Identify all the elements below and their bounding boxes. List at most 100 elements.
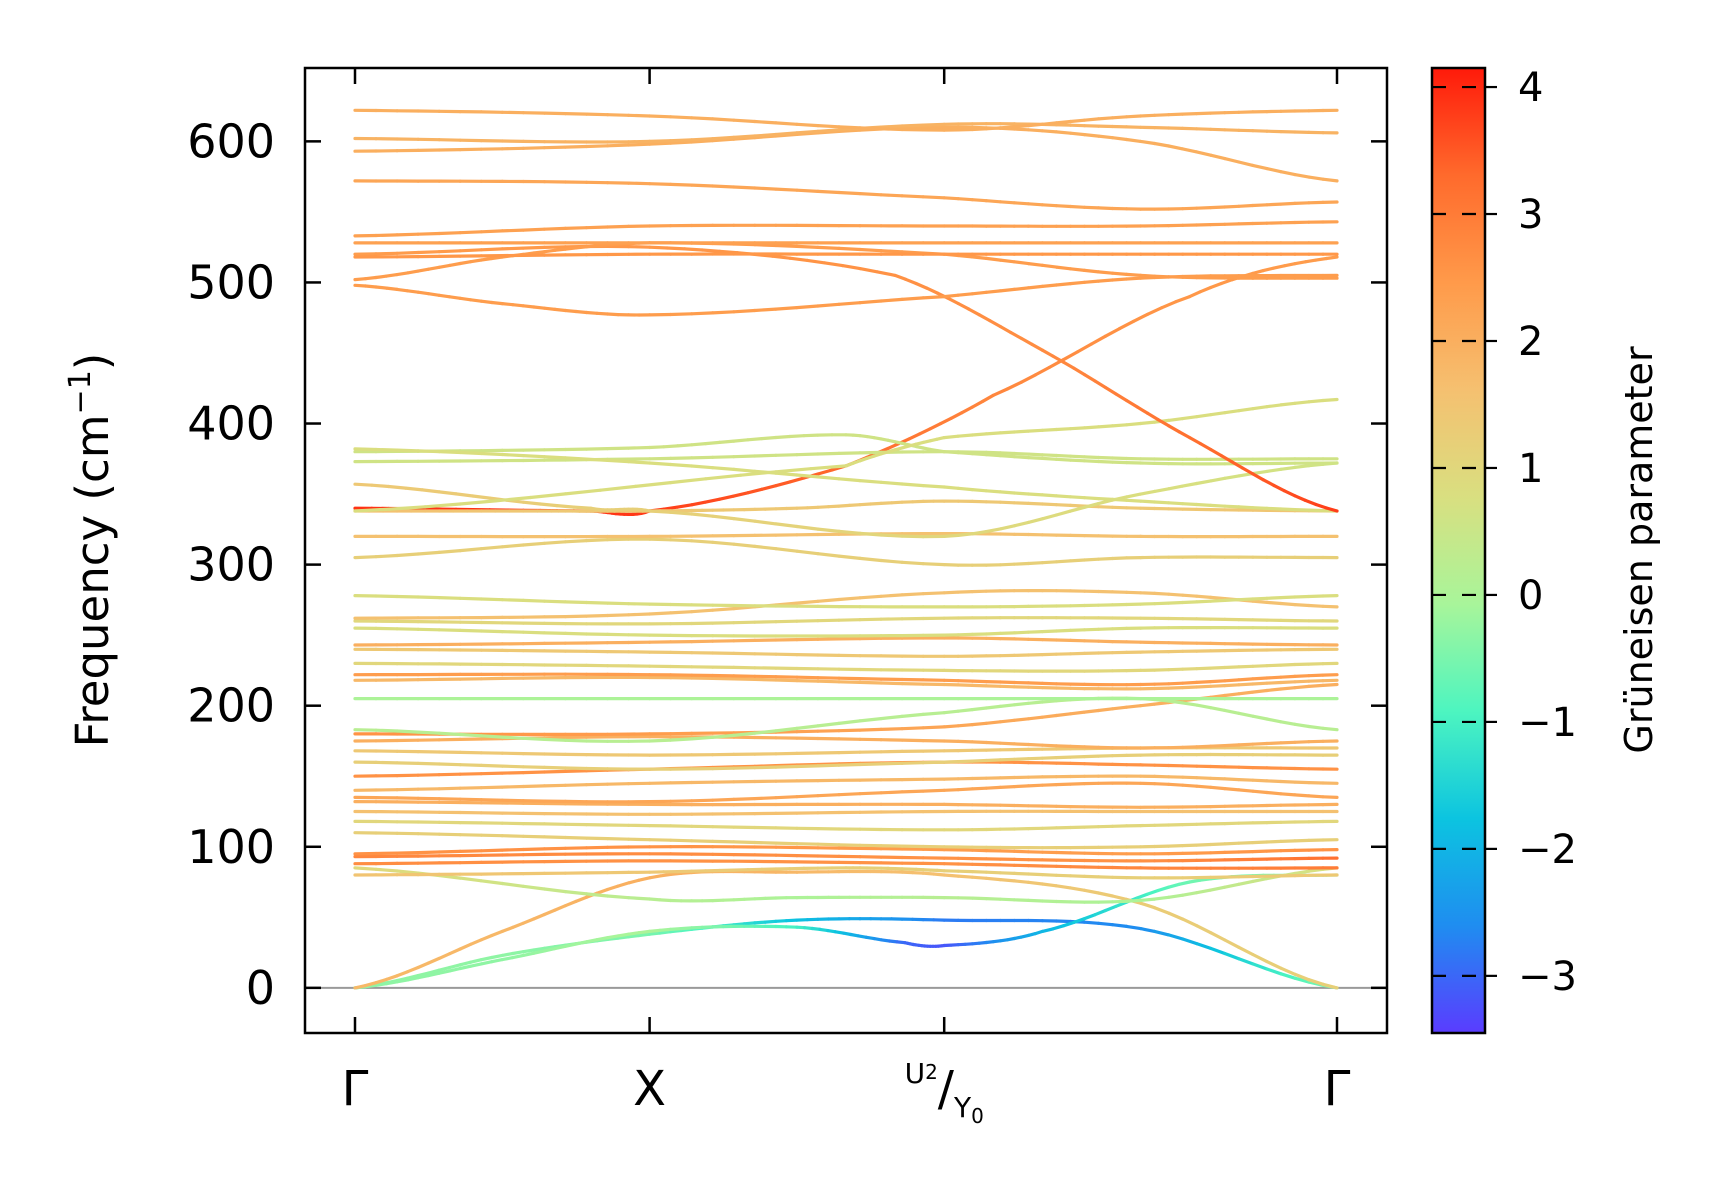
band-segment [679, 926, 694, 931]
band-segment [858, 247, 883, 253]
band-segment [956, 301, 971, 311]
band-segment [385, 273, 399, 278]
band-segment [1181, 843, 1199, 848]
band-segment [563, 769, 589, 774]
band-segment [889, 500, 904, 505]
band-segment [858, 502, 873, 507]
band-segment [1251, 472, 1265, 482]
band-segment [1124, 137, 1143, 143]
band-segment [795, 549, 820, 556]
band-segment [970, 529, 988, 536]
band-segment [988, 319, 1002, 329]
band-segment [374, 251, 399, 256]
band-segment [795, 619, 820, 623]
band-segment [956, 532, 974, 538]
band-segment [500, 302, 515, 307]
colorbar-label: Grüneisen parameter [1617, 346, 1661, 754]
band-segment [984, 199, 1002, 204]
band-segment [595, 887, 610, 895]
band-segment [1195, 150, 1213, 157]
band-segment [563, 783, 589, 787]
band-segment [1110, 115, 1129, 120]
band-segment [1324, 506, 1339, 513]
band-segment [647, 874, 662, 880]
band-segment [437, 548, 462, 555]
band-segment [900, 482, 925, 488]
band-segment [942, 788, 960, 792]
band-segment [1152, 487, 1171, 493]
band-segment [605, 537, 631, 542]
band-segment [1167, 893, 1185, 899]
band-segment [837, 728, 862, 733]
band-segment [395, 448, 420, 453]
band-segment [711, 606, 736, 612]
band-segment [998, 741, 1016, 746]
band-segment [542, 765, 568, 770]
band-segment [1167, 911, 1185, 921]
colorbar-tick-label: 0 [1518, 573, 1543, 619]
band-segment [816, 552, 841, 558]
band-segment [363, 275, 378, 281]
band-segment [879, 533, 904, 538]
band-segment [1096, 891, 1115, 898]
band-segment [900, 592, 925, 597]
y-tick-label: 500 [187, 255, 275, 309]
band-segment [868, 501, 883, 506]
band-segment [1040, 872, 1059, 877]
band-segment [437, 965, 452, 972]
band-segment [984, 704, 1002, 710]
band-segment [690, 500, 708, 507]
band-segment [353, 283, 368, 288]
band-segment [1181, 917, 1199, 928]
band-segment [956, 739, 974, 744]
band-segment [1195, 703, 1213, 710]
band-segment [1167, 112, 1185, 117]
band-segment [668, 838, 694, 843]
band-segment [939, 416, 953, 426]
band-segment [1089, 334, 1108, 346]
band-segment [668, 538, 694, 543]
band-segment [1061, 360, 1076, 370]
band-segment [1012, 451, 1031, 456]
band-segment [1054, 559, 1073, 564]
band-segment [858, 762, 883, 767]
band-segment [532, 250, 547, 255]
band-segment [816, 676, 841, 680]
band-segment [1167, 782, 1185, 787]
band-segment [1237, 777, 1255, 782]
band-segment [732, 840, 757, 845]
band-segment [956, 707, 974, 713]
y-axis-ticks: 0 100 200 300 400 500 600 [187, 114, 1387, 1015]
band-segment [1265, 595, 1283, 600]
band-segment [1181, 685, 1199, 690]
band-segment [458, 964, 473, 971]
band-segment [774, 678, 799, 683]
band-segment [1265, 959, 1283, 970]
band-segment [1209, 281, 1223, 290]
band-segment [437, 293, 452, 299]
band-segment [774, 453, 799, 457]
band-segment [500, 452, 525, 458]
band-segment [542, 111, 568, 116]
band-segment [395, 869, 420, 875]
band-segment [1096, 707, 1115, 713]
band-segment [788, 434, 806, 439]
band-segment [1307, 594, 1325, 599]
band-segment [1237, 788, 1255, 793]
band-segment [1082, 557, 1101, 562]
band-segment [370, 483, 391, 489]
band-segment [626, 460, 652, 465]
band-segment [1096, 556, 1115, 561]
band-segment [1279, 662, 1297, 667]
band-segment [437, 490, 458, 496]
x-tick-label: U2/Y0 [905, 1057, 984, 1128]
band-segment [858, 479, 883, 484]
band-segment [1223, 951, 1241, 961]
band-b8 [353, 844, 1339, 856]
band-segment [1040, 743, 1059, 748]
band-segment [1198, 285, 1213, 294]
band-segment [1026, 456, 1045, 460]
band-segment [647, 928, 662, 934]
band-segment [956, 787, 974, 792]
band-segment [1096, 459, 1115, 464]
